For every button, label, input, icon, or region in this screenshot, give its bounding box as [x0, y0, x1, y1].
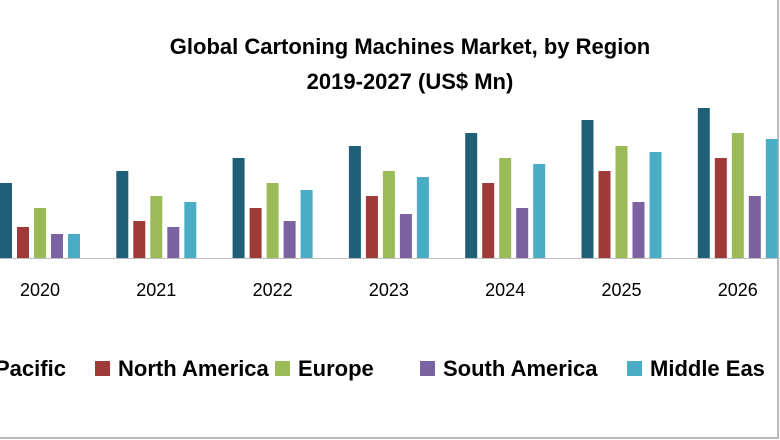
bar: [365, 196, 378, 258]
legend-label: Pacific: [0, 356, 66, 381]
chart-subtitle: 2019-2027 (US$ Mn): [307, 69, 514, 94]
bar: [266, 183, 279, 258]
bar: [300, 190, 313, 258]
bar: [499, 158, 512, 258]
bar: [399, 214, 412, 258]
bar: [249, 208, 262, 258]
x-tick-label: 2021: [136, 280, 176, 300]
bar: [516, 208, 529, 258]
legend-swatch: [420, 361, 435, 376]
bar: [17, 227, 29, 258]
bar: [348, 146, 361, 258]
legend-label: North America: [118, 356, 270, 381]
bar: [615, 146, 628, 258]
bar: [598, 171, 611, 258]
bar: [116, 171, 129, 258]
x-tick-label: 2026: [718, 280, 758, 300]
legend-label: Middle Eas: [650, 356, 765, 381]
bar: [714, 158, 727, 258]
legend-swatch: [627, 361, 642, 376]
legend-label: South America: [443, 356, 598, 381]
bar: [184, 202, 197, 258]
bar: [34, 208, 46, 258]
x-tick-label: 2023: [369, 280, 409, 300]
legend-swatch: [275, 361, 290, 376]
bar: [581, 120, 594, 258]
bar: [482, 183, 495, 258]
bar: [68, 234, 80, 258]
x-tick-label: 2025: [601, 280, 641, 300]
chart-title: Global Cartoning Machines Market, by Reg…: [170, 34, 650, 59]
bar: [533, 164, 546, 258]
legend-label: Europe: [298, 356, 374, 381]
bar: [765, 139, 778, 258]
bar: [382, 171, 395, 258]
bar: [167, 227, 180, 258]
x-tick-label: 2020: [20, 280, 60, 300]
x-tick-label: 2024: [485, 280, 525, 300]
bar: [283, 221, 296, 258]
bar: [465, 133, 478, 258]
bar: [0, 183, 12, 258]
bar: [649, 152, 662, 258]
bar: [697, 108, 710, 258]
legend-swatch: [95, 361, 110, 376]
bar: [133, 221, 146, 258]
bar: [150, 196, 163, 258]
bar: [748, 196, 761, 258]
x-tick-label: 2022: [253, 280, 293, 300]
bar: [51, 234, 63, 258]
bar: [731, 133, 744, 258]
bar: [416, 177, 429, 258]
bar: [632, 202, 645, 258]
bar: [232, 158, 245, 258]
